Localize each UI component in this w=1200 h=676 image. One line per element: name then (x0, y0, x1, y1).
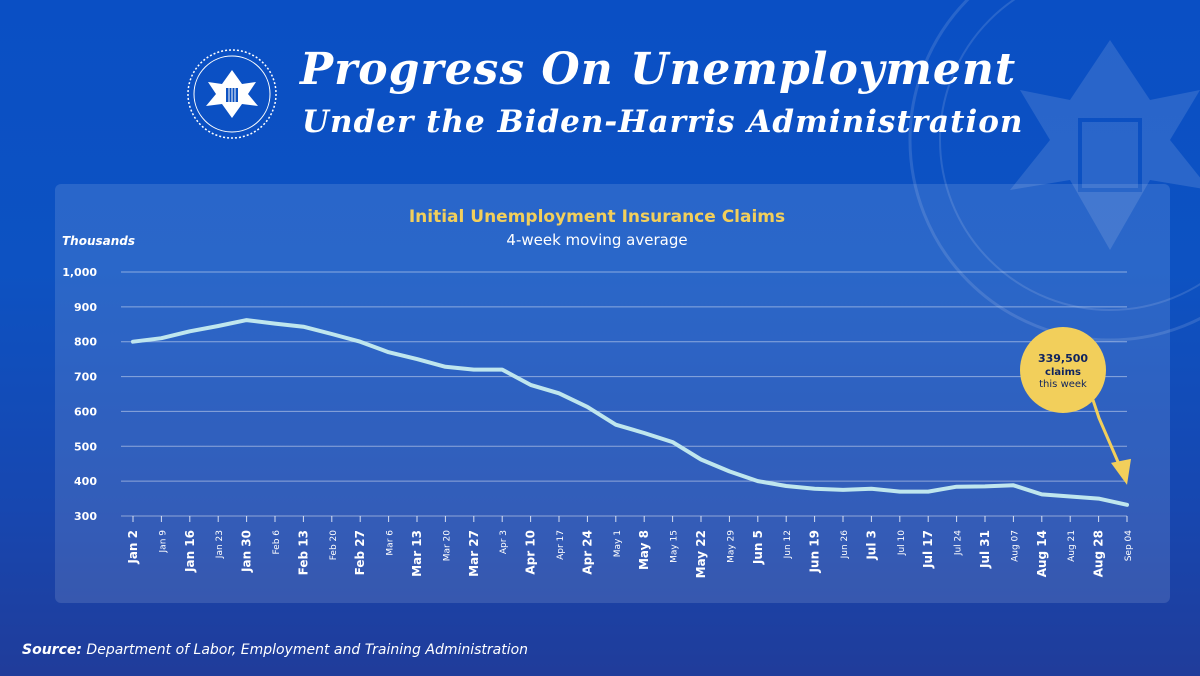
x-tick-label: Apr 10 (524, 530, 538, 575)
data-point (869, 487, 873, 491)
page-subtitle: Under the Biden-Harris Administration (302, 104, 1024, 140)
x-tick-label: Jul 3 (864, 530, 878, 561)
data-point (358, 340, 362, 344)
line-chart: Initial Unemployment Insurance Claims 4-… (62, 207, 1134, 578)
y-tick-label: 900 (74, 301, 97, 314)
annotation-line1: claims (1045, 367, 1081, 378)
data-point (245, 318, 249, 322)
x-tick-label: Mar 27 (467, 530, 481, 577)
page-title: Progress On Unemployment (300, 44, 1017, 95)
x-tick-label: Apr 24 (580, 530, 594, 575)
data-point (585, 405, 589, 409)
data-point (727, 469, 731, 473)
source-note: Source: Department of Labor, Employment … (22, 642, 528, 658)
annotation-arrowhead (1111, 458, 1131, 485)
data-point (330, 332, 334, 336)
data-point (500, 368, 504, 372)
x-tick-label: Jun 19 (808, 530, 822, 573)
chart-title: Initial Unemployment Insurance Claims (409, 207, 785, 227)
data-point (1097, 497, 1101, 501)
data-point (529, 383, 533, 387)
x-tick-label: Aug 14 (1035, 530, 1049, 577)
annotation-bubble (1020, 327, 1106, 413)
presidential-seal-icon (187, 49, 277, 139)
chart-subtitle: 4-week moving average (506, 231, 687, 249)
data-point (216, 324, 220, 328)
y-tick-label: 400 (74, 475, 97, 488)
x-tick-label: Jan 2 (126, 530, 140, 565)
data-point (472, 368, 476, 372)
x-tick-label: Feb 27 (353, 530, 367, 575)
x-tick-label: Jul 31 (978, 530, 992, 569)
data-point (926, 490, 930, 494)
data-point (415, 357, 419, 361)
data-point (983, 484, 987, 488)
x-tick-label: Sep 04 (1124, 530, 1134, 562)
x-tick-label: Feb 13 (296, 530, 310, 575)
series-line (131, 318, 1129, 507)
data-point (756, 479, 760, 483)
y-tick-label: 300 (74, 510, 97, 523)
x-tick-label: Apr 17 (556, 530, 566, 560)
x-tick-label: Jan 23 (215, 530, 225, 559)
y-tick-label: 600 (74, 405, 97, 418)
x-tick-label: Jul 10 (897, 530, 907, 556)
x-tick-label: Jan 9 (158, 530, 168, 554)
data-point (1040, 492, 1044, 496)
data-point (557, 391, 561, 395)
x-tick-label: Aug 28 (1092, 530, 1106, 577)
data-point (955, 485, 959, 489)
y-tick-label: 500 (74, 440, 97, 453)
data-point (614, 423, 618, 427)
annotation-line2: this week (1039, 379, 1087, 390)
x-tick-label: Jun 5 (751, 530, 765, 565)
data-point (841, 488, 845, 492)
x-tick-label: Feb 6 (272, 530, 282, 555)
data-point (443, 365, 447, 369)
x-tick-label: Mar 20 (442, 530, 452, 562)
x-tick-label: Mar 6 (386, 530, 396, 556)
y-tick-label: 1,000 (62, 266, 97, 279)
x-tick-label: Aug 07 (1010, 530, 1020, 562)
x-tick-label: Aug 21 (1067, 530, 1077, 562)
data-point (699, 458, 703, 462)
data-point (188, 329, 192, 333)
data-point (1125, 503, 1129, 507)
annotation-value: 339,500 (1038, 352, 1088, 365)
data-point (671, 440, 675, 444)
x-tick-label: Jun 12 (783, 530, 793, 559)
y-tick-label: 700 (74, 371, 97, 384)
data-point (813, 487, 817, 491)
x-tick-label: May 22 (694, 530, 708, 578)
background-seal-watermark (908, 0, 1200, 342)
x-tick-label: Jun 26 (840, 530, 850, 560)
annotation-arrow (1091, 399, 1123, 470)
data-point (642, 431, 646, 435)
x-tick-label: Apr 3 (499, 530, 509, 554)
data-point (1068, 494, 1072, 498)
x-tick-label: Jan 16 (183, 530, 197, 573)
x-tick-label: May 15 (670, 530, 680, 563)
source-text: Department of Labor, Employment and Trai… (86, 642, 529, 658)
chart-panel: Initial Unemployment Insurance Claims 4-… (55, 184, 1170, 603)
y-axis-label: Thousands (62, 234, 135, 248)
x-tick-label: Feb 20 (329, 530, 339, 561)
x-tick-label: Jul 24 (954, 530, 964, 556)
y-tick-label: 800 (74, 336, 97, 349)
data-point (273, 322, 277, 326)
x-tick-label: Jul 17 (921, 530, 935, 569)
x-tick-label: May 1 (613, 530, 623, 557)
data-point (898, 490, 902, 494)
data-point (131, 340, 135, 344)
source-label: Source: (22, 642, 82, 658)
data-point (387, 350, 391, 354)
x-tick-label: Mar 13 (410, 530, 424, 577)
data-point (301, 325, 305, 329)
x-tick-label: Jan 30 (240, 530, 254, 573)
data-point (784, 484, 788, 488)
data-point (1011, 483, 1015, 487)
data-point (159, 336, 163, 340)
x-tick-label: May 8 (637, 530, 651, 570)
x-tick-label: May 29 (726, 530, 736, 563)
